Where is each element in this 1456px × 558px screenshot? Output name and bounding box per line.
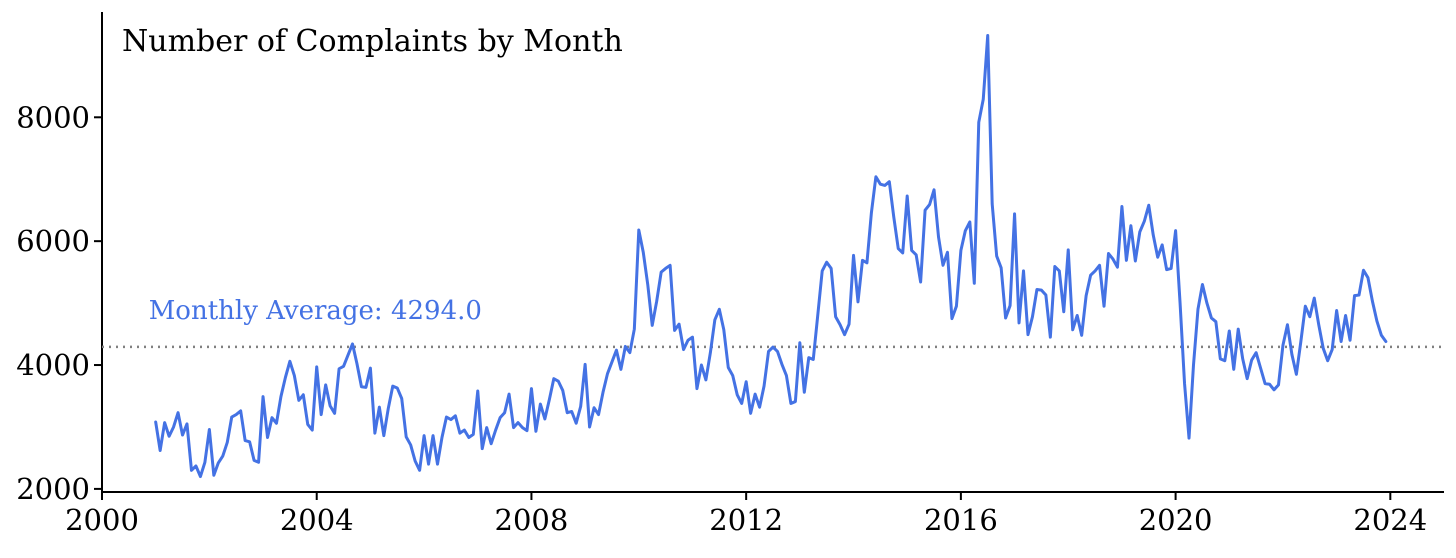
x-tick-label: 2004 [280, 503, 354, 537]
x-tick-label: 2020 [1139, 503, 1213, 537]
x-ticks: 2000 2004 2008 2012 2016 2020 2024 [65, 492, 1427, 537]
series-line-0 [154, 34, 1388, 479]
axes [101, 12, 1444, 493]
chart-title: Number of Complaints by Month [122, 24, 623, 59]
y-tick-label: 2000 [16, 472, 90, 506]
x-tick-label: 2016 [924, 503, 998, 537]
x-tick-label: 2008 [495, 503, 569, 537]
y-tick-label: 8000 [16, 100, 90, 134]
average-reference-label: Monthly Average: 4294.0 [149, 296, 482, 326]
x-tick-label: 2000 [65, 503, 139, 537]
y-ticks: 2000 4000 6000 8000 [16, 100, 102, 506]
x-tick-label: 2024 [1353, 503, 1427, 537]
y-tick-label: 6000 [16, 224, 90, 258]
y-tick-label: 4000 [16, 348, 90, 382]
x-tick-label: 2012 [709, 503, 783, 537]
series-layer [154, 34, 1388, 479]
